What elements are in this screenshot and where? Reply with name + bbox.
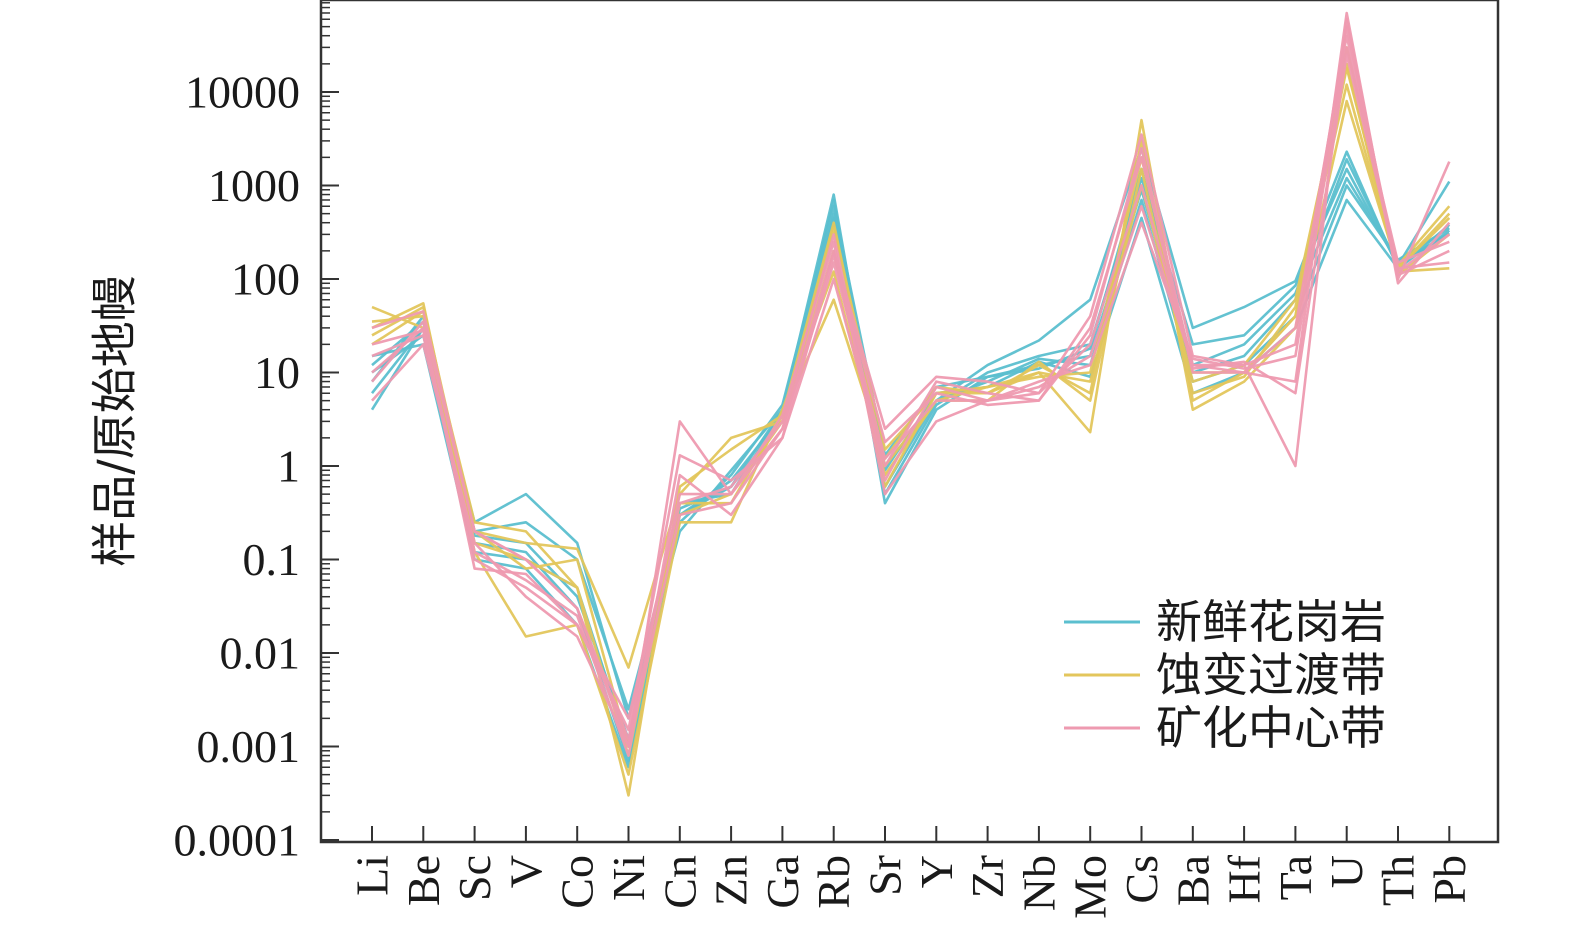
x-tick-label: U bbox=[1321, 855, 1372, 888]
x-tick-label: Cn bbox=[654, 855, 705, 909]
x-tick-label: Nb bbox=[1013, 855, 1064, 911]
x-tick-label: Sr bbox=[860, 855, 911, 896]
x-tick-label: Be bbox=[398, 855, 449, 906]
series-line bbox=[371, 46, 1450, 741]
y-tick-label: 100 bbox=[231, 254, 300, 305]
x-tick-label: Cs bbox=[1116, 855, 1167, 904]
x-tick-label: Sc bbox=[449, 855, 500, 901]
x-tick-label: Hf bbox=[1219, 854, 1270, 903]
x-tick-label: V bbox=[500, 855, 551, 888]
y-tick-label: 0.001 bbox=[197, 721, 301, 772]
x-axis: Li Be Sc V Co Ni Cn Zn Ga Rb Sr Y Zr Nb Mo Cs Ba Hf Ta U Th P… bbox=[347, 826, 1475, 919]
x-tick-label: Y bbox=[911, 855, 962, 888]
y-tick-label: 0.01 bbox=[220, 628, 301, 679]
x-tick-label: Zr bbox=[962, 855, 1013, 898]
x-tick-label: Pb bbox=[1424, 855, 1475, 904]
x-tick-label: Ba bbox=[1167, 855, 1218, 906]
y-axis-label: 样品/原始地幔 bbox=[88, 275, 142, 567]
series-line bbox=[371, 53, 1450, 757]
series-line bbox=[371, 34, 1450, 748]
series-line bbox=[370, 167, 1450, 711]
y-tick-label: 10000 bbox=[185, 67, 300, 118]
y-tick-label: 1 bbox=[277, 441, 300, 492]
x-tick-label: Zn bbox=[706, 855, 757, 906]
y-tick-label: 10 bbox=[254, 347, 300, 398]
y-axis: 10000 1000 100 10 1 0.1 0.01 0.001 0.0001 bbox=[174, 2, 339, 866]
series-line bbox=[371, 62, 1451, 748]
legend-label: 矿化中心带 bbox=[1156, 701, 1386, 755]
x-tick-label: Th bbox=[1373, 855, 1424, 906]
series-layer bbox=[370, 11, 1451, 797]
legend-label: 蚀变过渡带 bbox=[1156, 648, 1386, 702]
y-tick-label: 0.0001 bbox=[174, 815, 301, 866]
x-tick-label: Ta bbox=[1270, 855, 1321, 900]
x-tick-label: Mo bbox=[1065, 855, 1116, 919]
series-line bbox=[370, 147, 1451, 720]
series-group bbox=[371, 11, 1451, 757]
x-tick-label: Li bbox=[347, 855, 398, 896]
x-tick-label: Ga bbox=[757, 855, 808, 909]
y-tick-label: 0.1 bbox=[243, 534, 301, 585]
y-tick-label: 1000 bbox=[208, 160, 300, 211]
x-tick-label: Ni bbox=[603, 855, 654, 901]
x-tick-label: Co bbox=[552, 855, 603, 909]
x-tick-label: Rb bbox=[808, 855, 859, 909]
legend-label: 新鲜花岗岩 bbox=[1156, 595, 1386, 649]
